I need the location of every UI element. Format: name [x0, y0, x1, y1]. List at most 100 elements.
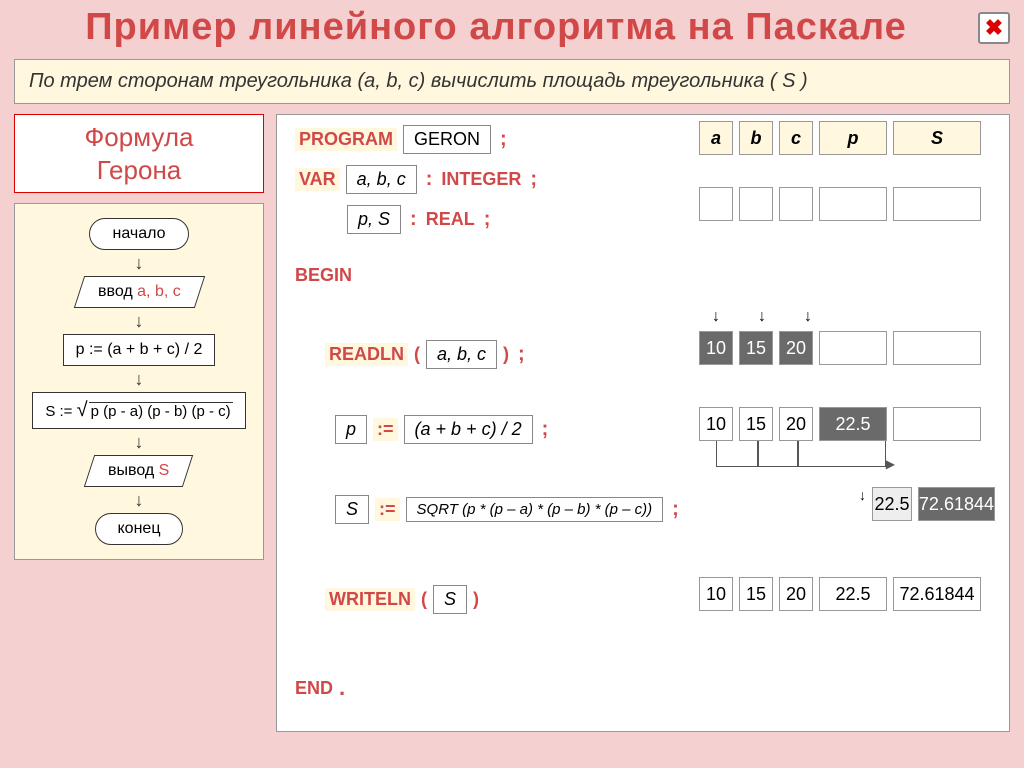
var-list-1: a, b, c [346, 165, 417, 194]
flowchart-end: конец [95, 513, 184, 545]
semicolon: ; [500, 128, 507, 151]
kw-writeln: WRITELN [325, 588, 415, 611]
paren-close: ) [473, 589, 479, 610]
kw-integer: INTEGER [441, 169, 521, 190]
trace-p-row: 10 15 20 22.5 [699, 407, 995, 467]
cell-a: 10 [699, 331, 733, 365]
kw-var: VAR [295, 168, 340, 191]
cell-s: 72.61844 [893, 577, 981, 611]
kw-program: PROGRAM [295, 128, 397, 151]
paren-close: ) [503, 344, 509, 365]
formula-title: Формула Герона [14, 114, 264, 193]
flowchart-output-prefix: вывод [108, 462, 159, 479]
hdr-b: b [739, 121, 773, 155]
code-panel: PROGRAM GERON ; VAR a, b, c : INTEGER ; … [276, 114, 1010, 732]
hdr-c: c [779, 121, 813, 155]
formula-title-line1: Формула [19, 121, 259, 154]
flowchart-start: начало [89, 218, 188, 250]
trace-empty-row [699, 187, 995, 221]
code-assign-p: p := (a + b + c) / 2 ; [295, 415, 705, 444]
flowchart: начало ↓ ввод a, b, c ↓ p := (a + b + c)… [14, 203, 264, 560]
cell-empty [739, 187, 773, 221]
paren-open: ( [421, 589, 427, 610]
kw-readln: READLN [325, 343, 408, 366]
kw-real: REAL [426, 209, 475, 230]
page-title: Пример линейного алгоритма на Паскале [14, 6, 978, 49]
arrow-down-icon: ↓ [791, 311, 825, 324]
cell-empty [779, 187, 813, 221]
cell-a: 10 [699, 407, 733, 441]
close-button[interactable]: ✖ [978, 12, 1010, 44]
arrow-down-icon: ↓ [859, 487, 866, 503]
flowchart-calc-s-prefix: S := [45, 403, 76, 420]
paren-open: ( [414, 344, 420, 365]
cell-b: 15 [739, 407, 773, 441]
end-dot: . [339, 675, 345, 701]
code-program-line: PROGRAM GERON ; [295, 125, 705, 154]
cell-p: 22.5 [819, 577, 887, 611]
cell-b: 15 [739, 577, 773, 611]
code-begin: BEGIN [295, 265, 705, 286]
kw-begin: BEGIN [295, 265, 352, 286]
close-icon: ✖ [985, 15, 1003, 41]
var-list-2: p, S [347, 205, 401, 234]
semicolon: ; [530, 168, 537, 191]
cell-p: 22.5 [872, 487, 912, 521]
p-var: p [335, 415, 367, 444]
cell-empty [699, 187, 733, 221]
code-var-line2: p, S : REAL ; [295, 205, 705, 234]
arrow-down-icon: ↓ [745, 311, 779, 324]
code-end: END . [295, 675, 705, 701]
semicolon: ; [672, 498, 679, 521]
hdr-p: p [819, 121, 887, 155]
flowchart-output: вывод S [84, 455, 194, 487]
formula-title-line2: Герона [19, 154, 259, 187]
problem-statement: По трем сторонам треугольника (a, b, c) … [14, 59, 1010, 104]
hdr-a: a [699, 121, 733, 155]
flow-connector [716, 441, 886, 467]
trace-headers: a b c p S [699, 121, 995, 155]
code-var-line1: VAR a, b, c : INTEGER ; [295, 165, 705, 194]
cell-empty [893, 407, 981, 441]
p-expr: (a + b + c) / 2 [404, 415, 533, 444]
code-writeln: WRITELN ( S ) [295, 585, 705, 614]
cell-empty [893, 331, 981, 365]
colon: : [410, 208, 417, 231]
cell-empty [819, 187, 887, 221]
trace-read-arrows: ↓ ↓ ↓ [699, 311, 995, 324]
flowchart-output-var: S [159, 462, 170, 479]
hdr-s: S [893, 121, 981, 155]
assign-op: := [373, 418, 398, 441]
arrow-down-icon: ↓ [135, 370, 144, 388]
cell-empty [893, 187, 981, 221]
cell-empty [819, 331, 887, 365]
cell-b: 15 [739, 331, 773, 365]
readln-args: a, b, c [426, 340, 497, 369]
cell-a: 10 [699, 577, 733, 611]
semicolon: ; [518, 343, 525, 366]
arrow-down-icon: ↓ [135, 254, 144, 272]
semicolon: ; [484, 208, 491, 231]
flowchart-calc-s: S := p (p - a) (p - b) (p - c) [32, 392, 245, 429]
s-expr: SQRT (p * (p – a) * (p – b) * (p – c)) [406, 497, 664, 522]
flowchart-input: ввод a, b, c [73, 276, 204, 308]
kw-end: END [295, 678, 333, 699]
trace-write-row: 10 15 20 22.5 72.61844 [699, 577, 995, 611]
cell-c: 20 [779, 407, 813, 441]
arrow-down-icon: ↓ [699, 311, 733, 324]
flowchart-calc-p: p := (a + b + c) / 2 [63, 334, 216, 366]
flowchart-input-prefix: ввод [98, 283, 137, 300]
cell-c: 20 [779, 331, 813, 365]
colon: : [426, 168, 433, 191]
cell-s: 72.61844 [918, 487, 995, 521]
semicolon: ; [542, 418, 549, 441]
cell-c: 20 [779, 577, 813, 611]
writeln-arg: S [433, 585, 467, 614]
program-name: GERON [403, 125, 491, 154]
trace-s-row: ↓ 22.5 72.61844 [699, 487, 995, 521]
flowchart-input-vars: a, b, c [137, 283, 181, 300]
trace-read-row: 10 15 20 [699, 331, 995, 365]
arrow-down-icon: ↓ [135, 491, 144, 509]
assign-op: := [375, 498, 400, 521]
code-assign-s: S := SQRT (p * (p – a) * (p – b) * (p – … [295, 495, 765, 524]
